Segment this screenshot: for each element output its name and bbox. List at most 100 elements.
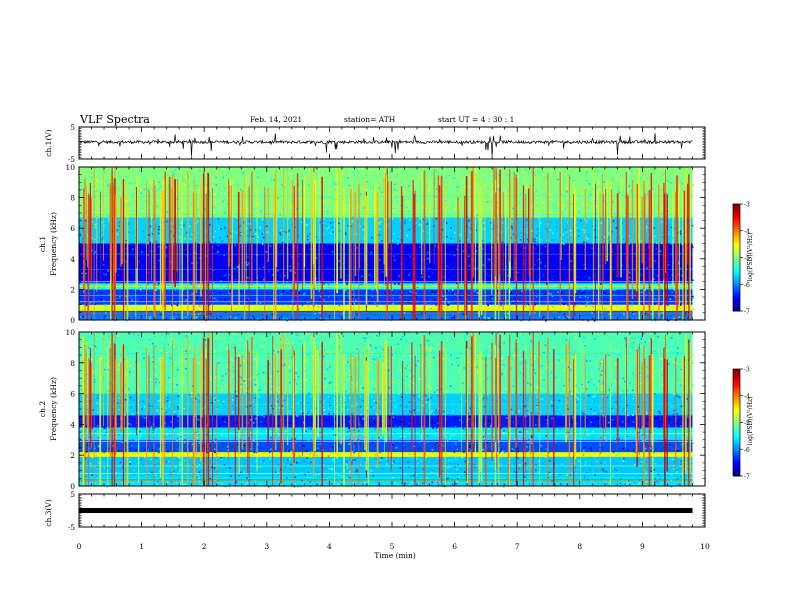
ch2-spec-pixel [131,481,134,483]
ch1-spec-pixel [435,306,438,308]
ch1-spec-pixel [137,298,139,300]
ch1-spec-pixel [118,221,121,223]
ch1-spec-pixel [366,186,368,189]
ch1-spec-pixel [393,207,396,209]
ch1-spec-pixel [366,305,368,308]
ch1-spec-pixel [611,216,613,218]
ch1-spec-pixel [190,283,193,285]
ch2-spec-pixel [419,343,422,346]
ch1-spec-pixel [591,173,593,176]
ch2-spec-pixel [419,430,422,432]
ch2-spec-pixel [496,454,499,457]
ch1-spec-pixel [483,294,485,296]
ch1-spec-pixel [178,246,181,249]
ch1-spec-pixel [288,203,291,205]
ch1-spec-pixel [107,184,109,187]
ch1-spec-pixel [85,219,87,222]
ch1-spec-pixel [253,301,256,304]
ch1-spec-pixel [166,220,168,223]
ch1-spec-pixel [377,180,380,183]
ch2-spec-pixel [291,342,294,345]
ch1-spec-pixel [623,207,625,210]
ch1-spec-pixel [189,191,191,194]
ch2-spec-pixel [263,415,265,418]
ch2-spec-pixel [382,484,385,487]
ch1-spec-pixel [591,242,594,245]
ch1-spec-pixel [327,278,329,281]
ch1-spec-pixel [517,192,519,194]
ch1-spec-pixel [637,235,639,238]
ch1-spec-pixel [118,225,120,227]
ch1-spec-pixel [397,238,399,240]
ch1-spec-pixel [372,247,375,249]
ch1-spec-pixel [212,251,215,253]
ch2-spec-pixel [183,454,185,457]
ch1-spec-pixel [602,182,604,185]
ch1-spec-pixel [129,305,132,307]
ch1-spec-pixel [565,228,567,231]
ch1-spec-pixel [504,312,506,315]
ch1-spec-pixel [563,303,566,305]
ch1-spec-pixel [176,318,178,320]
ch2-spec-pixel [445,436,448,438]
ch1-spec-pixel [490,302,492,304]
ch1-spec-pixel [462,288,465,290]
ch2-spec-pixel [549,474,552,476]
ch1-waveform-trace [78,133,693,157]
ch1-spec-pixel [641,314,643,316]
ch2-spec-pixel [594,454,596,457]
ch1-spec-pixel [151,217,154,219]
ch1-spec-pixel [130,186,132,188]
ch2-spec-pixel [544,348,546,351]
ch1-spec-pixel [299,246,301,249]
ch1-spec-pixel [93,309,96,311]
ch1-spec-pixel [158,215,161,217]
ch1-spec-pixel [167,183,170,185]
ch2-spec-pixel [97,462,100,464]
ch2-spec-pixel [403,353,406,356]
ch2-spec-pixel [155,474,157,476]
ch1-spec-pixel [128,221,131,223]
ch2-spec-pixel [138,480,141,483]
ch1-spec-pixel [389,171,392,174]
ch1-spec-pixel [281,183,283,186]
ch1-spec-pixel [679,304,682,306]
ch1-spec-pixel [140,192,142,194]
ch2-spec-pixel [323,406,325,408]
ch1-spec-pixel [330,275,333,278]
ch1-spec-pixel [335,183,337,186]
ch1-spec-pixel [662,173,665,176]
ch1-spec-pixel [415,296,418,299]
ch1-spec-pixel [105,315,108,318]
ch1-spec-pixel [405,206,408,208]
ch1-spec-pixel [546,283,548,285]
ch1-spec-pixel [630,210,632,212]
ch2-spec-pixel [511,449,513,452]
ch1-spec-pixel [223,212,226,214]
ch1-spec-pixel [425,208,427,210]
ch1-spec-pixel [246,264,249,266]
ch1-spec-pixel [139,170,142,172]
ch1-spec-pixel [655,190,657,192]
ch1-spec-pixel [381,271,384,273]
ch2-spec-pixel [175,374,178,376]
ch1-spec-pixel [199,305,202,307]
ch1-spec-pixel [84,177,87,179]
ch2-spec-pixel [405,404,408,407]
ch1-spec-pixel [127,264,130,266]
ch1-spec-pixel [677,183,680,186]
ch1-spec-pixel [673,188,676,191]
ch2-spec-pixel [543,351,545,354]
ch2-spec-band [79,452,693,457]
ch1-spec-pixel [443,302,446,304]
ch1-spec-pixel [212,215,215,218]
ch1-spec-pixel [371,171,374,174]
ch1-spec-pixel [234,244,237,246]
ch2-spec-pixel [130,337,133,339]
ch1-spec-pixel [537,216,539,218]
ch2-spec-pixel [239,451,241,454]
ch1-spec-pixel [545,319,547,322]
ch1-spec-pixel [219,292,222,294]
ch1-spec-pixel [510,212,512,215]
